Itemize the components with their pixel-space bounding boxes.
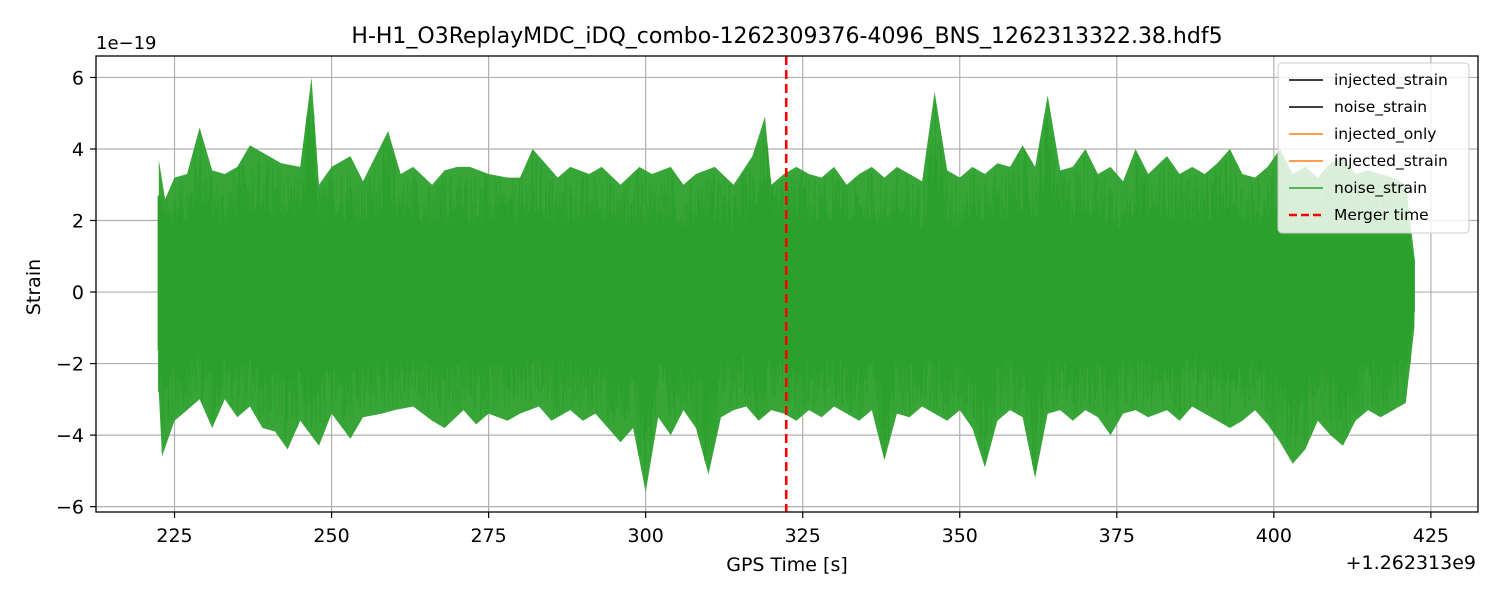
legend: injected_strain noise_strain injected_only…	[1277, 62, 1470, 234]
x-tick-label: 375	[1099, 525, 1135, 547]
legend-item: Merger time	[1289, 206, 1429, 224]
x-tick-label: 225	[156, 525, 192, 547]
y-tick-label: −6	[56, 497, 84, 519]
y-scale-label: 1e−19	[96, 33, 157, 54]
y-tick-label: 2	[72, 211, 84, 233]
x-tick-label: 300	[628, 525, 664, 547]
x-tick-label: 350	[942, 525, 978, 547]
legend-item: injected_only	[1289, 125, 1436, 144]
legend-box	[1277, 62, 1470, 234]
series-line-noise_strain	[157, 97, 1415, 475]
y-tick-label: 4	[72, 139, 84, 161]
legend-item: injected_strain	[1289, 152, 1448, 171]
x-tick-label: 400	[1256, 525, 1292, 547]
x-axis-label: GPS Time [s]	[726, 554, 848, 576]
y-tick-label: 0	[72, 282, 84, 304]
axis-ticks: 225 250 275 300 325 350 375 400 425 −6 −4 −2 0 2 4 6	[56, 67, 1449, 547]
y-axis-label: Strain	[23, 259, 45, 315]
legend-label: injected_only	[1334, 125, 1436, 144]
legend-label: injected_strain	[1334, 152, 1448, 171]
legend-item: noise_strain	[1289, 179, 1427, 198]
y-tick-label: 6	[72, 67, 84, 89]
legend-label: injected_strain	[1334, 71, 1448, 90]
legend-item: injected_strain	[1289, 71, 1448, 90]
chart-title: H-H1_O3ReplayMDC_iDQ_combo-1262309376-40…	[351, 24, 1222, 49]
x-tick-label: 325	[785, 525, 821, 547]
x-offset-label: +1.262313e9	[1346, 552, 1476, 574]
y-tick-label: −4	[56, 425, 84, 447]
x-tick-label: 275	[470, 525, 506, 547]
axes-frame	[95, 55, 1479, 513]
x-tick-label: 425	[1413, 525, 1449, 547]
y-tick-label: −2	[56, 354, 84, 376]
legend-label: noise_strain	[1334, 179, 1427, 198]
legend-label: Merger time	[1334, 206, 1429, 224]
x-tick-label: 250	[313, 525, 349, 547]
legend-label: noise_strain	[1334, 98, 1427, 117]
legend-item: noise_strain	[1289, 98, 1427, 117]
